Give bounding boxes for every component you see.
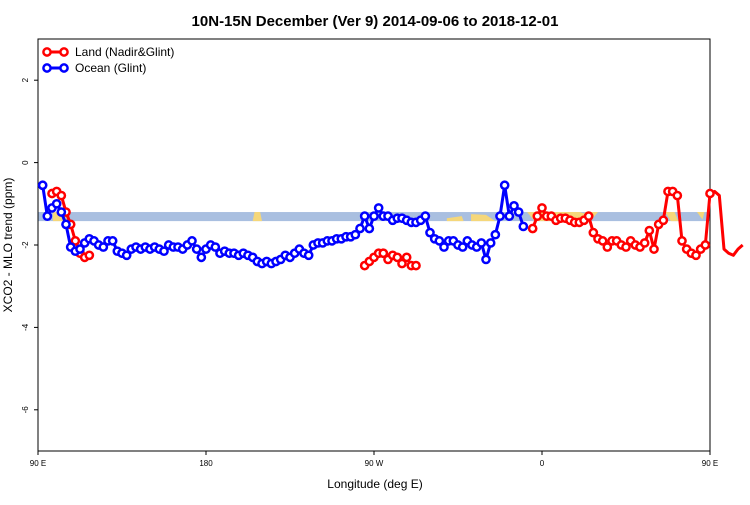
data-point (210, 242, 221, 252)
legend-label: Land (Nadir&Glint) (75, 45, 174, 59)
legend-label: Ocean (Glint) (75, 61, 146, 75)
data-point (303, 250, 314, 261)
y-axis-label: XCO2 - MLO trend (ppm) (1, 178, 15, 313)
data-point (56, 207, 67, 217)
data-point (705, 188, 715, 199)
data-point (75, 244, 85, 254)
data-point (513, 207, 524, 217)
data-point (411, 260, 421, 271)
legend: Land (Nadir&Glint) Ocean (Glint) (42, 45, 174, 75)
data-point (518, 221, 529, 232)
data-point (495, 211, 505, 222)
data-point (700, 240, 711, 250)
data-point (196, 252, 207, 263)
data-point (490, 229, 501, 240)
data-point (98, 242, 109, 252)
data-point (51, 198, 62, 209)
data-point (457, 242, 468, 252)
y-tick-label: -6 (21, 406, 30, 414)
legend-marker-1 (59, 63, 69, 73)
data-point (364, 223, 375, 234)
data-point (597, 236, 608, 246)
data-point (70, 236, 81, 246)
landmass-4 (471, 214, 496, 222)
data-point (588, 227, 599, 238)
data-point (537, 203, 547, 213)
data-point (649, 244, 659, 254)
x-tick-label: 0 (540, 459, 545, 468)
data-point (532, 211, 543, 222)
y-tick-label: -2 (21, 241, 30, 249)
x-tick-label: 90 E (702, 459, 718, 468)
legend-marker-1 (42, 63, 52, 73)
data-point (61, 219, 71, 230)
data-point (476, 238, 487, 248)
data-point (107, 236, 118, 246)
chart-title: 10N-15N December (Ver 9) 2014-09-06 to 2… (192, 13, 559, 30)
x-axis-label: Longitude (deg E) (327, 477, 422, 491)
data-point (677, 236, 687, 246)
y-tick-label: -4 (21, 323, 30, 331)
data-point (499, 180, 510, 191)
data-point (373, 203, 384, 213)
x-tick-label: 180 (199, 459, 213, 468)
legend-marker-0 (42, 47, 52, 57)
series-0 (47, 186, 744, 271)
data-point (187, 236, 197, 246)
data-point (658, 215, 669, 226)
data-point (672, 190, 683, 201)
data-point (425, 227, 435, 238)
data-point (644, 225, 655, 236)
data-point (37, 180, 48, 191)
data-point (378, 248, 389, 259)
series-1 (37, 180, 529, 269)
data-point (56, 190, 67, 201)
data-point (191, 244, 202, 254)
data-point (159, 246, 169, 257)
data-point (434, 236, 445, 246)
data-point (420, 211, 431, 222)
landmass-8 (696, 212, 705, 220)
data-point (350, 229, 361, 240)
data-point (485, 238, 496, 248)
data-point (42, 211, 53, 222)
data-point (392, 252, 403, 263)
data-point (84, 250, 95, 261)
data-point (504, 211, 515, 222)
landmass-2 (252, 212, 262, 222)
data-point (397, 258, 407, 269)
data-point (481, 254, 491, 265)
y-tick-label: 0 (21, 160, 30, 165)
y-tick-label: 2 (21, 77, 30, 82)
landmass-7 (665, 212, 679, 222)
landmass-3 (446, 216, 464, 222)
x-tick-label: 90 E (30, 459, 46, 468)
data-point (439, 242, 449, 252)
legend-marker-0 (59, 47, 69, 57)
data-point (527, 223, 538, 234)
data-point (359, 211, 370, 222)
data-point (691, 250, 701, 261)
data-point (369, 211, 379, 222)
data-point (509, 201, 519, 211)
data-point (583, 211, 594, 222)
series-layer (37, 180, 744, 271)
x-tick-label: 90 W (365, 459, 384, 468)
data-point (639, 238, 650, 248)
data-point (401, 252, 412, 263)
data-point (121, 250, 132, 261)
data-point (621, 242, 631, 252)
data-point (355, 223, 365, 234)
data-point (602, 242, 613, 252)
